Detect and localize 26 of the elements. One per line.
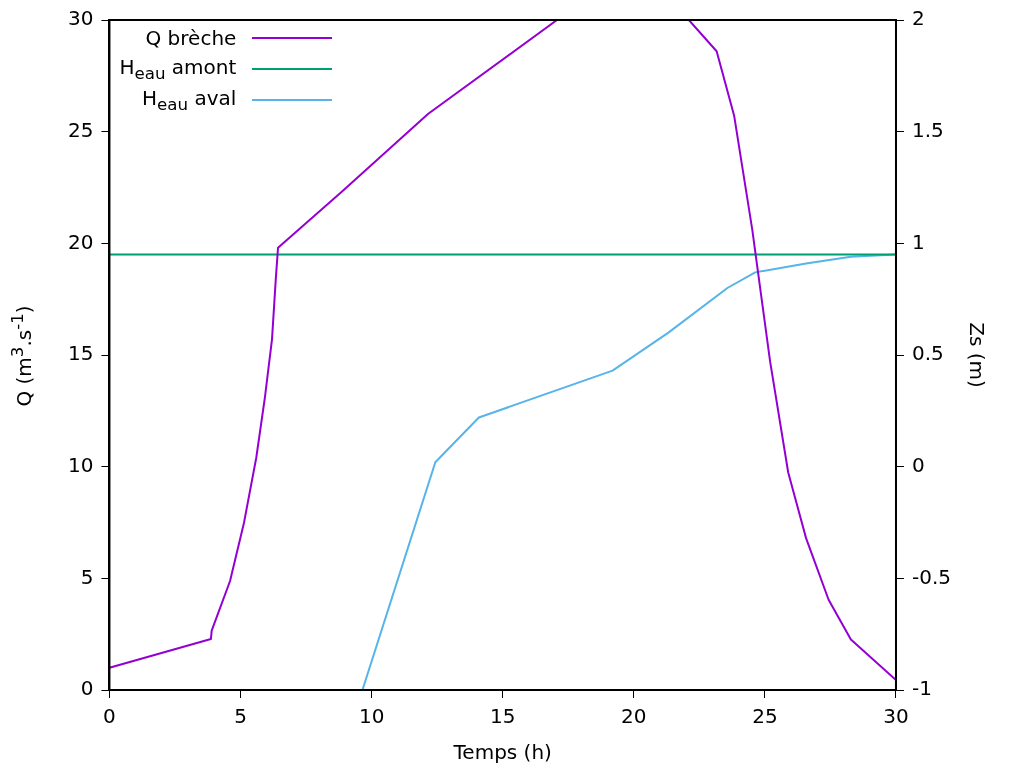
x-tick-label: 25 <box>752 704 778 729</box>
x-tick-label: 15 <box>489 704 516 729</box>
legend-label: H$_{eau}$ amont <box>119 54 237 83</box>
y-tick-label: 30 <box>68 6 94 31</box>
y2-tick-label: 1.5 <box>911 117 944 142</box>
legend-label: Q brèche <box>145 25 237 50</box>
y-tick-label: 15 <box>68 341 94 366</box>
y-tick-label: 25 <box>68 117 94 142</box>
x-axis-title: Temps (h) <box>452 740 552 765</box>
x-tick-label: 10 <box>358 704 385 729</box>
x-tick-label: 20 <box>621 704 647 729</box>
y2-tick-label: 0.5 <box>911 341 944 366</box>
x-tick-label: 30 <box>883 704 909 729</box>
y2-tick-label: -0.5 <box>911 564 952 589</box>
y2-axis-title: Zs (m) <box>964 322 989 388</box>
y-tick-label: 10 <box>68 452 94 477</box>
y2-tick-label: 0 <box>911 452 925 477</box>
y-tick-label: 20 <box>68 229 94 254</box>
legend-label: H$_{eau}$ aval <box>142 85 237 114</box>
y2-tick-label: 2 <box>911 6 925 31</box>
y-tick-label: 5 <box>80 564 94 589</box>
x-tick-label: 0 <box>103 704 116 729</box>
y-tick-label: 0 <box>80 676 94 701</box>
y2-tick-label: 1 <box>911 229 925 254</box>
y2-tick-label: -1 <box>911 676 932 701</box>
x-tick-label: 5 <box>234 704 247 729</box>
